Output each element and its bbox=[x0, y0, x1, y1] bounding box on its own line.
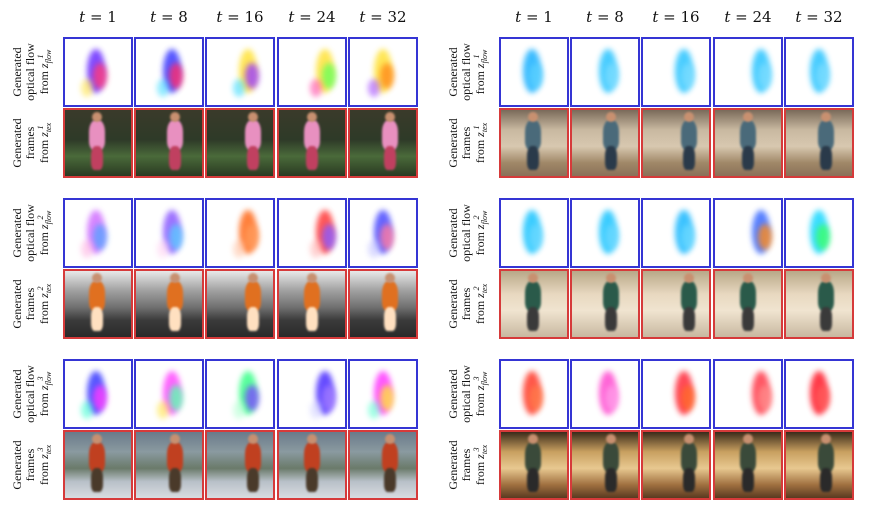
optical-flow-image bbox=[570, 37, 640, 107]
generated-frame-image bbox=[784, 108, 854, 178]
left-panel: t = 1 t = 8 t = 16 t = 24 t = 32 Generated opt… bbox=[10, 8, 418, 500]
optical-flow-image bbox=[348, 37, 418, 107]
row-label-frames: Generated frames from z 3 tex bbox=[446, 440, 489, 490]
time-label-1: t = 1 bbox=[79, 8, 117, 26]
optical-flow-image bbox=[205, 37, 275, 107]
optical-flow-image bbox=[641, 37, 711, 107]
optical-flow-image bbox=[713, 359, 783, 429]
generated-frame-image bbox=[641, 430, 711, 500]
optical-flow-image bbox=[205, 198, 275, 268]
generated-frame-image bbox=[134, 269, 204, 339]
time-label-8: t = 8 bbox=[586, 8, 624, 26]
generated-frame-image bbox=[205, 430, 275, 500]
generated-frame-image bbox=[63, 108, 133, 178]
optical-flow-image bbox=[205, 359, 275, 429]
row-label-frames: Generated frames from z 3 tex bbox=[10, 440, 53, 490]
optical-flow-image bbox=[570, 359, 640, 429]
generated-frame-image bbox=[784, 269, 854, 339]
time-label-32: t = 32 bbox=[795, 8, 843, 26]
generated-frame-image bbox=[570, 269, 640, 339]
optical-flow-image bbox=[134, 359, 204, 429]
optical-flow-image bbox=[570, 198, 640, 268]
generated-frame-image bbox=[641, 108, 711, 178]
generated-frame-image bbox=[713, 430, 783, 500]
optical-flow-image bbox=[277, 198, 347, 268]
time-label-16: t = 16 bbox=[216, 8, 264, 26]
row-label-optical-flow: Generated optical flow from z 1 flow bbox=[446, 43, 489, 101]
time-label-32: t = 32 bbox=[359, 8, 407, 26]
generated-frame-image bbox=[205, 108, 275, 178]
time-label-24: t = 24 bbox=[724, 8, 772, 26]
optical-flow-image bbox=[784, 359, 854, 429]
optical-flow-image bbox=[134, 198, 204, 268]
optical-flow-image bbox=[499, 198, 569, 268]
generated-frame-image bbox=[499, 430, 569, 500]
row-label-frames: Generated frames from z 1 tex bbox=[446, 118, 489, 168]
generated-frame-image bbox=[348, 269, 418, 339]
time-label-24: t = 24 bbox=[288, 8, 336, 26]
optical-flow-image bbox=[277, 37, 347, 107]
row-label-optical-flow: Generated optical flow from z 2 flow bbox=[10, 204, 53, 262]
optical-flow-image bbox=[713, 198, 783, 268]
optical-flow-image bbox=[784, 198, 854, 268]
optical-flow-image bbox=[713, 37, 783, 107]
time-label-8: t = 8 bbox=[150, 8, 188, 26]
generated-frame-image bbox=[570, 430, 640, 500]
generated-frame-image bbox=[134, 108, 204, 178]
right-panel: t = 1 t = 8 t = 16 t = 24 t = 32 Generated opt… bbox=[436, 0, 872, 521]
generated-frame-image bbox=[570, 108, 640, 178]
row-label-optical-flow: Generated optical flow from z 1 flow bbox=[10, 43, 53, 101]
generated-frame-image bbox=[713, 269, 783, 339]
optical-flow-image bbox=[134, 37, 204, 107]
row-label-optical-flow: Generated optical flow from z 3 flow bbox=[446, 365, 489, 423]
row-label-frames: Generated frames from z 2 tex bbox=[10, 279, 53, 329]
optical-flow-image bbox=[641, 198, 711, 268]
generated-frame-image bbox=[784, 430, 854, 500]
generated-frame-image bbox=[277, 108, 347, 178]
generated-frame-image bbox=[277, 430, 347, 500]
optical-flow-image bbox=[499, 37, 569, 107]
optical-flow-image bbox=[784, 37, 854, 107]
optical-flow-image bbox=[499, 359, 569, 429]
optical-flow-image bbox=[63, 359, 133, 429]
optical-flow-image bbox=[63, 37, 133, 107]
generated-frame-image bbox=[499, 269, 569, 339]
generated-frame-image bbox=[348, 430, 418, 500]
optical-flow-image bbox=[641, 359, 711, 429]
row-label-optical-flow: Generated optical flow from z 2 flow bbox=[446, 204, 489, 262]
generated-frame-image bbox=[641, 269, 711, 339]
row-label-frames: Generated frames from z 1 tex bbox=[10, 118, 53, 168]
generated-frame-image bbox=[63, 430, 133, 500]
optical-flow-image bbox=[348, 198, 418, 268]
generated-frame-image bbox=[348, 108, 418, 178]
row-label-frames: Generated frames from z 2 tex bbox=[446, 279, 489, 329]
generated-frame-image bbox=[277, 269, 347, 339]
generated-frame-image bbox=[134, 430, 204, 500]
time-label-1: t = 1 bbox=[515, 8, 553, 26]
optical-flow-image bbox=[348, 359, 418, 429]
optical-flow-image bbox=[277, 359, 347, 429]
generated-frame-image bbox=[63, 269, 133, 339]
generated-frame-image bbox=[499, 108, 569, 178]
generated-frame-image bbox=[205, 269, 275, 339]
row-label-optical-flow: Generated optical flow from z 3 flow bbox=[10, 365, 53, 423]
generated-frame-image bbox=[713, 108, 783, 178]
optical-flow-image bbox=[63, 198, 133, 268]
time-label-16: t = 16 bbox=[652, 8, 700, 26]
